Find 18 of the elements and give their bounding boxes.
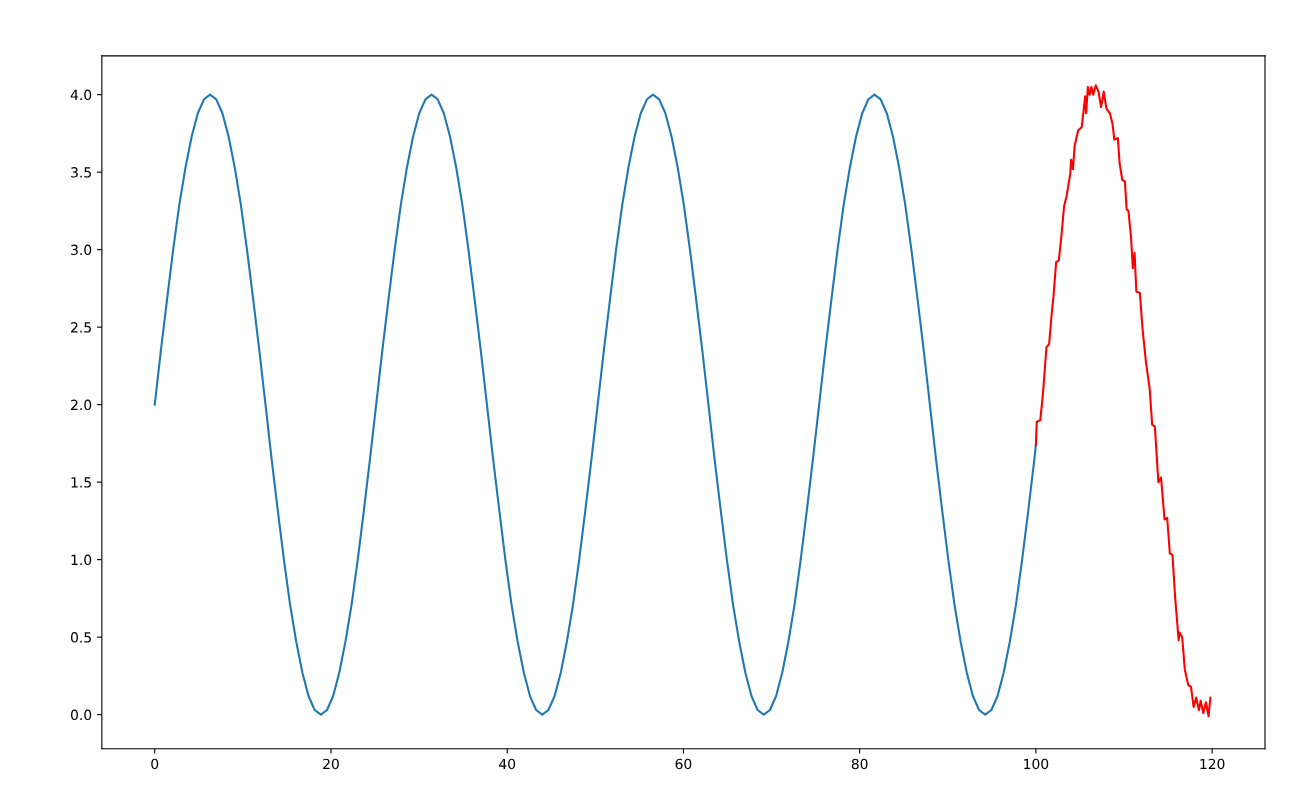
x-tick-label: 80 [851,758,868,770]
line-series [153,93,1037,716]
x-tick-label: 120 [1200,758,1225,770]
y-tick-label: 0.0 [70,709,92,721]
x-tick-label: 40 [499,758,516,770]
y-tick-label: 4.0 [70,89,92,101]
y-tick-label: 3.0 [71,244,92,256]
y-tick-label: 0.5 [70,632,91,643]
x-tick-label: 20 [323,758,339,770]
y-tick-label: 1.0 [71,554,92,566]
line-series [1034,84,1212,718]
y-tick-label: 1.5 [71,477,91,488]
x-tick-label: 0 [151,758,159,770]
y-tick-label: 2.0 [71,399,92,411]
x-tick-label: 60 [675,758,692,770]
x-tick-label: 100 [1024,758,1049,770]
y-tick-label: 3.5 [71,167,91,178]
y-tick-label: 2.5 [71,322,91,333]
